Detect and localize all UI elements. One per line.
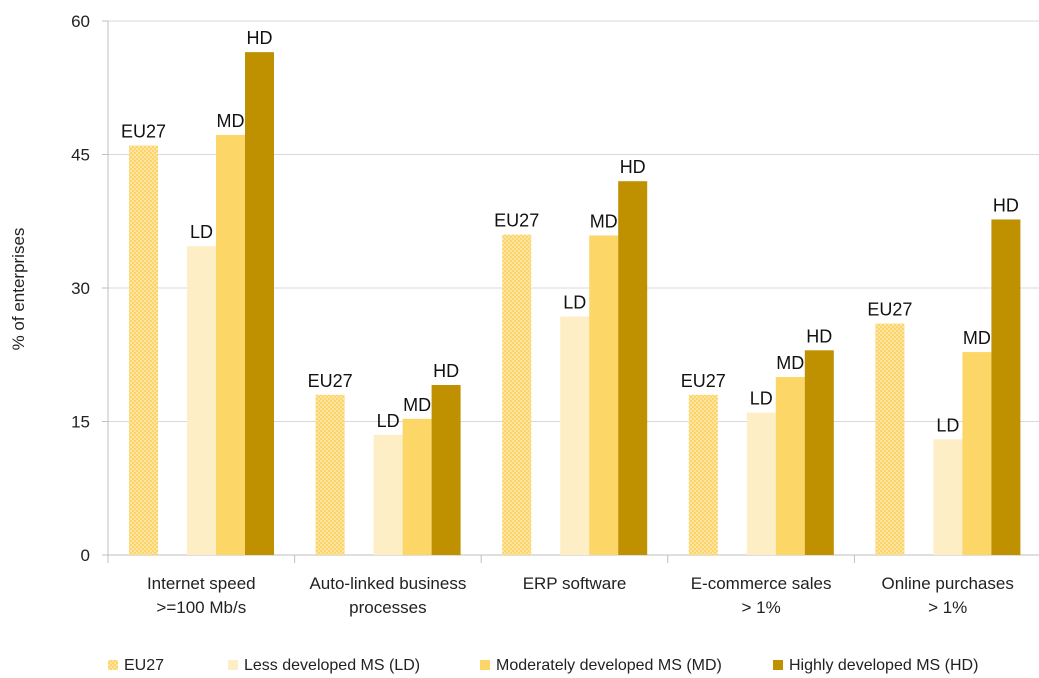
bar-label: MD xyxy=(963,328,991,348)
bar-label: EU27 xyxy=(494,211,539,231)
bar-label: MD xyxy=(590,211,618,231)
x-category-label: Auto-linked business processes xyxy=(309,574,466,617)
legend-swatch xyxy=(773,660,783,670)
y-tick-label: 60 xyxy=(71,12,90,31)
bar-label: LD xyxy=(750,389,773,409)
x-category-label-line: > 1% xyxy=(741,598,780,617)
legend-entry: Less developed MS (LD) xyxy=(244,657,420,674)
bar-hd xyxy=(245,52,274,556)
bar-hd xyxy=(804,350,834,555)
y-tick-label: 0 xyxy=(81,546,90,565)
bar-ld xyxy=(187,246,216,556)
bar-ld xyxy=(373,434,403,555)
legend-swatch xyxy=(480,660,490,670)
bar-label: LD xyxy=(563,292,586,312)
bar-label: MD xyxy=(217,111,245,131)
bars xyxy=(129,52,1021,556)
data-labels: EU27LDMDHDEU27LDMDHDEU27LDMDHDEU27LDMDHD… xyxy=(121,28,1019,435)
bar-eu27 xyxy=(315,394,345,555)
bar-eu27 xyxy=(502,234,532,555)
bar-label: HD xyxy=(433,361,459,381)
x-category-label-line: > 1% xyxy=(928,598,967,617)
bar-label: HD xyxy=(247,28,273,48)
x-category-label: Online purchases > 1% xyxy=(882,574,1014,617)
bar-label: EU27 xyxy=(308,371,353,391)
bar-md xyxy=(775,377,805,555)
bar-eu27 xyxy=(875,323,905,555)
bar-label: LD xyxy=(377,411,400,431)
legend-entry: Moderately developed MS (MD) xyxy=(496,657,722,674)
y-tick-label: 15 xyxy=(71,413,90,432)
bar-eu27 xyxy=(129,145,158,555)
bar-label: LD xyxy=(190,222,213,242)
x-category-label-line: processes xyxy=(349,598,426,617)
bar-md xyxy=(216,134,245,556)
bar-hd xyxy=(618,181,648,555)
legend-swatch xyxy=(108,660,118,670)
bar-label: HD xyxy=(620,157,646,177)
bar-label: EU27 xyxy=(121,122,166,142)
bar-eu27 xyxy=(688,394,718,555)
bar-label: EU27 xyxy=(681,371,726,391)
y-tick-label: 30 xyxy=(71,279,90,298)
y-tick-label: 45 xyxy=(71,146,90,165)
bar-ld xyxy=(933,439,963,555)
legend-entry: Highly developed MS (HD) xyxy=(789,657,978,674)
bar-label: MD xyxy=(776,353,804,373)
bar-hd xyxy=(431,385,461,555)
x-category-label-line: Auto-linked business xyxy=(309,574,466,593)
bar-md xyxy=(402,418,432,555)
bar-md xyxy=(589,235,619,556)
bar-ld xyxy=(560,316,590,555)
legend-swatch xyxy=(228,660,238,670)
x-category-label-line: E-commerce sales xyxy=(691,574,832,593)
bar-label: HD xyxy=(806,326,832,346)
x-category-label: Internet speed >=100 Mb/s xyxy=(147,574,256,617)
x-category-label: ERP software xyxy=(523,574,627,593)
bar-label: LD xyxy=(936,415,959,435)
legend-entry: EU27 xyxy=(124,657,164,674)
x-category-label-line: >=100 Mb/s xyxy=(156,598,246,617)
bar-label: MD xyxy=(403,395,431,415)
x-category-label: E-commerce sales > 1% xyxy=(691,574,832,617)
x-category-label-line: Internet speed xyxy=(147,574,256,593)
y-axis-title: % of enterprises xyxy=(9,228,28,351)
bar-ld xyxy=(746,412,776,555)
bar-label: HD xyxy=(993,195,1019,215)
x-category-label-line: Online purchases xyxy=(882,574,1014,593)
bar-label: EU27 xyxy=(867,300,912,320)
legend: EU27 Less developed MS (LD) Moderately dev… xyxy=(108,657,978,674)
x-category-label-line: ERP software xyxy=(523,574,627,593)
bar-md xyxy=(962,352,992,555)
bar-hd xyxy=(991,219,1021,555)
